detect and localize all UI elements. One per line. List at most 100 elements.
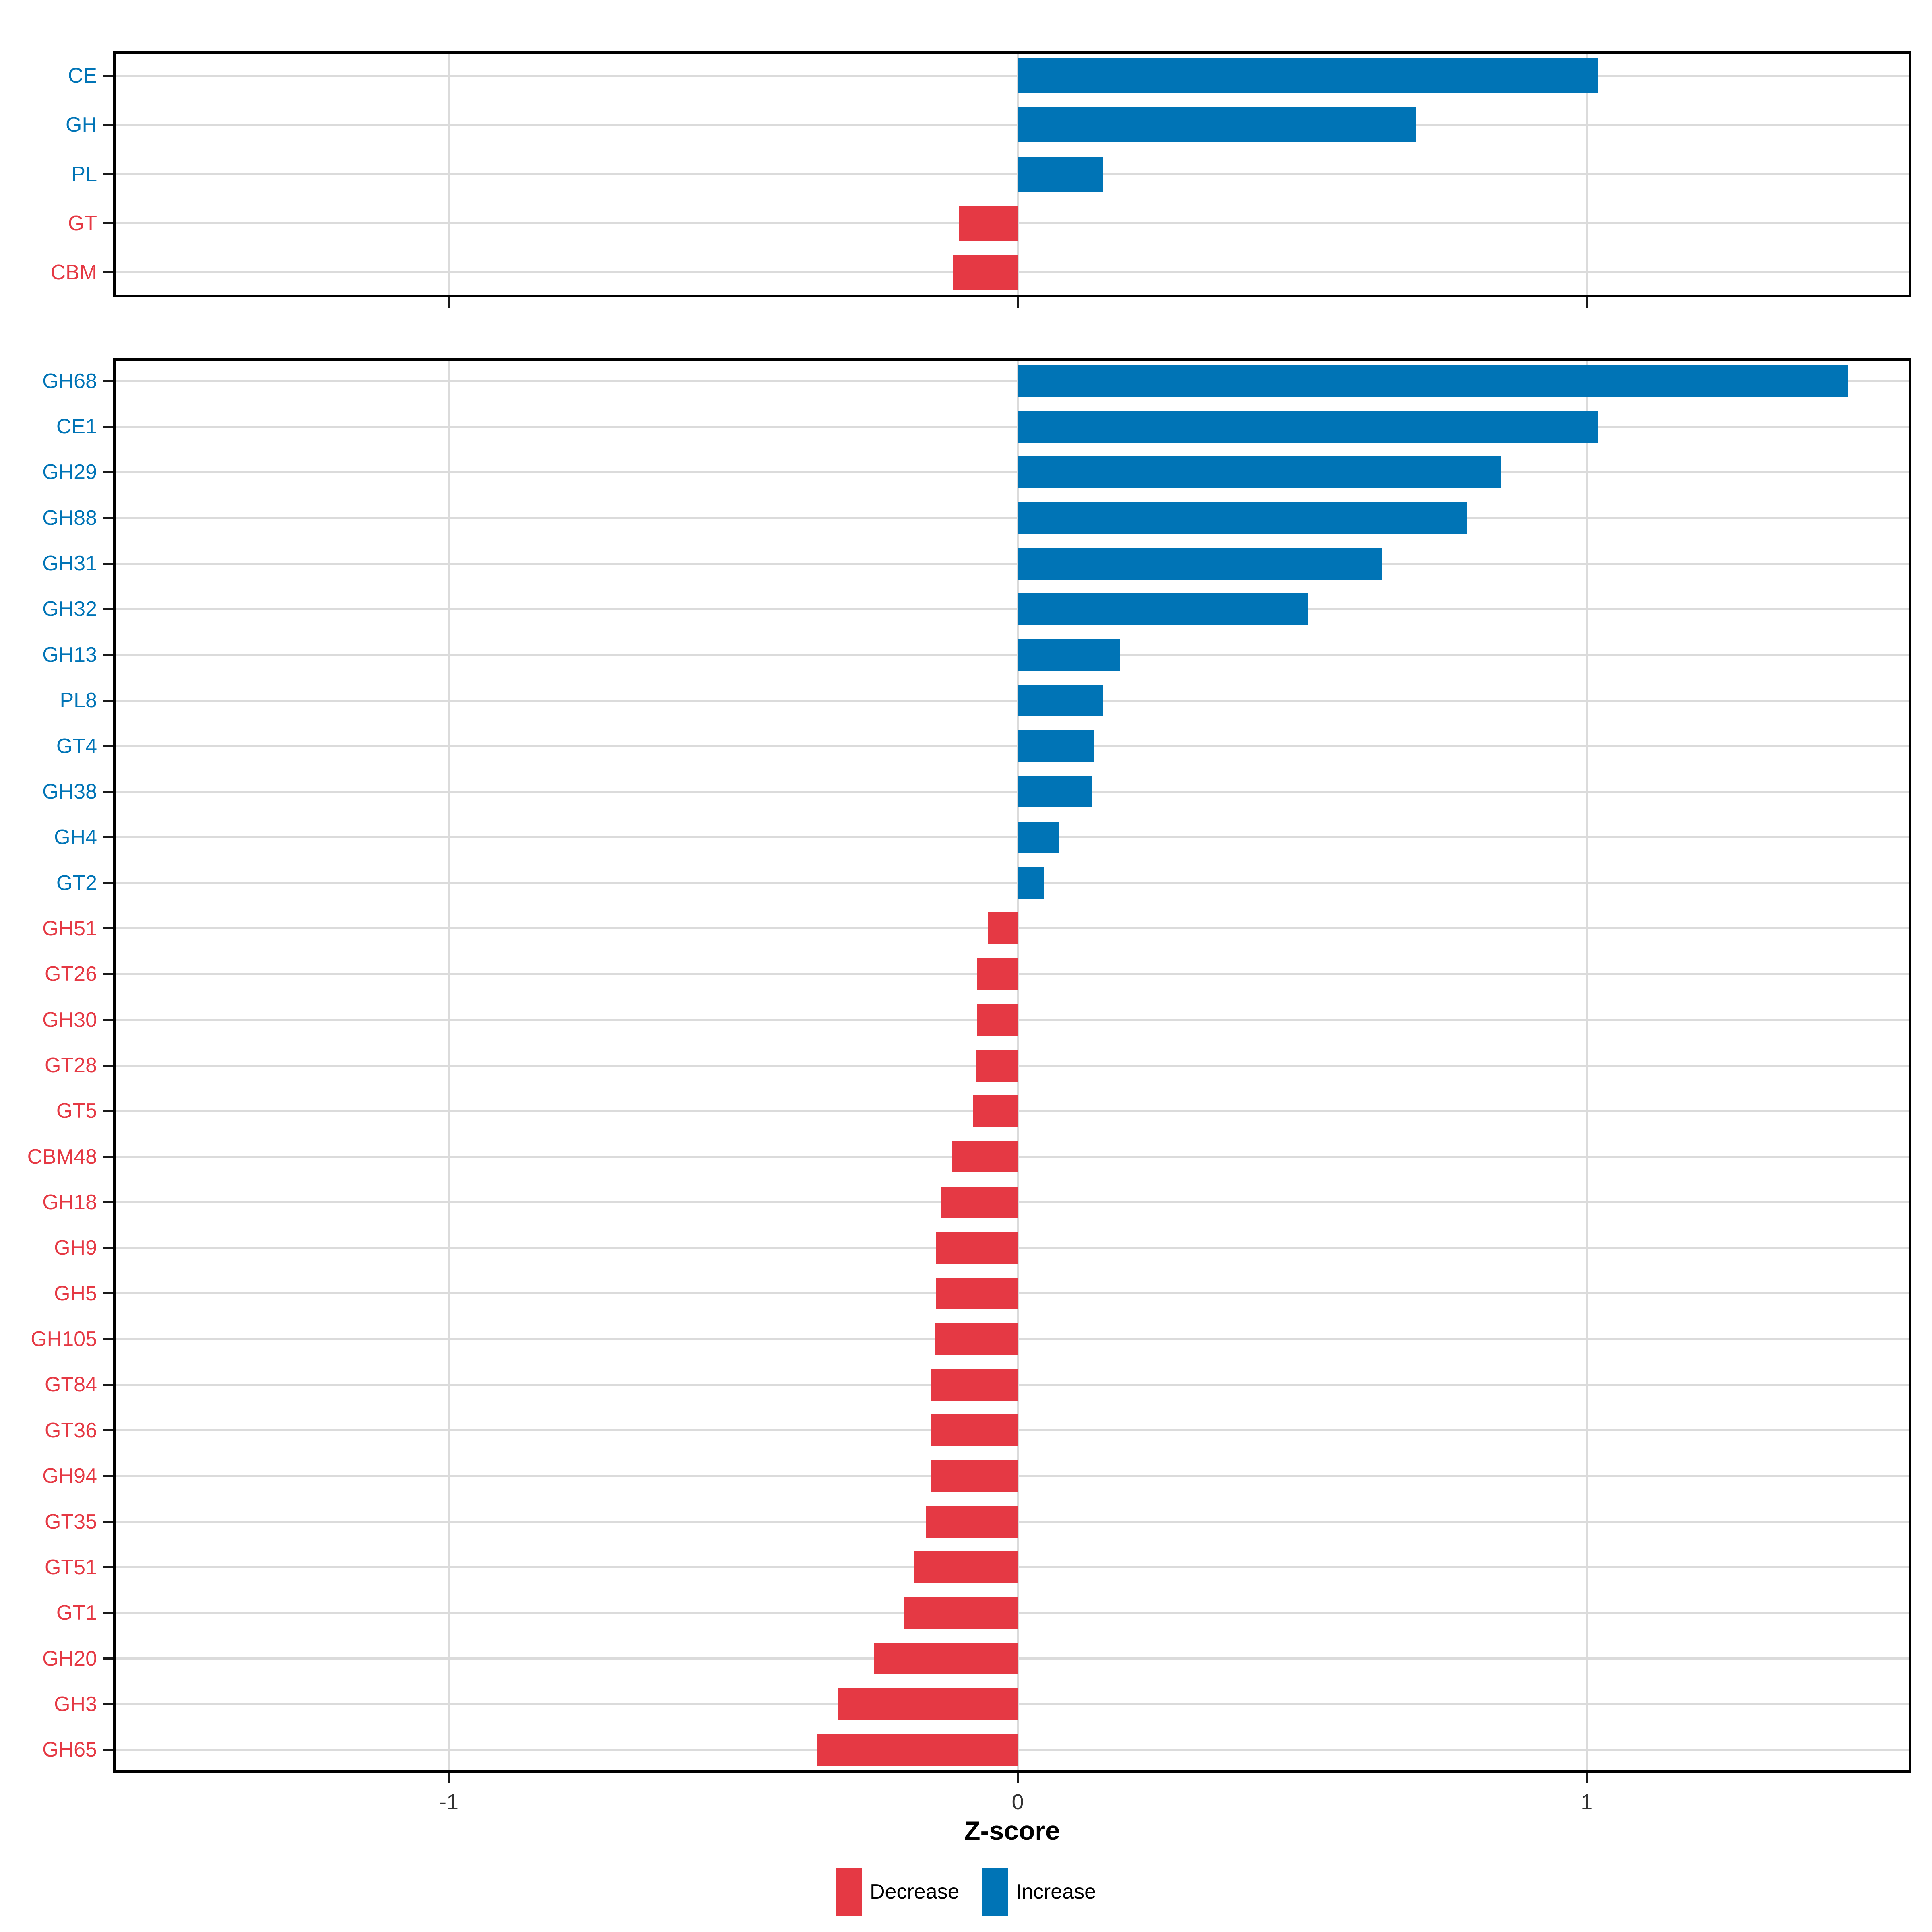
- legend-item-increase: Increase: [982, 1868, 1096, 1916]
- y-tick-label-gt4: GT4: [56, 734, 97, 758]
- y-tick-mark: [103, 1703, 113, 1705]
- y-gridline: [116, 380, 1909, 382]
- y-tick-mark: [103, 654, 113, 656]
- y-gridline: [116, 74, 1909, 77]
- y-tick-label-gh9: GH9: [54, 1236, 97, 1260]
- y-tick-label-gt5: GT5: [56, 1099, 97, 1123]
- y-tick-mark: [103, 1338, 113, 1340]
- bar-gh68: [1018, 365, 1849, 397]
- bar-gh18: [941, 1186, 1018, 1218]
- legend-label-increase: Increase: [1016, 1880, 1096, 1903]
- x-tick-label: 1: [1581, 1790, 1593, 1814]
- y-tick-mark: [103, 1566, 113, 1569]
- bar-gh: [1018, 107, 1416, 142]
- x-tick-label: -1: [439, 1790, 459, 1814]
- y-tick-mark: [103, 517, 113, 519]
- x-tick-mark: [1585, 297, 1588, 308]
- y-tick-mark: [103, 699, 113, 702]
- y-tick-mark: [103, 1612, 113, 1614]
- x-tick-mark: [1017, 297, 1019, 308]
- bar-ce: [1018, 58, 1598, 93]
- y-tick-mark: [103, 1657, 113, 1660]
- y-tick-label-gh31: GH31: [42, 552, 97, 576]
- y-tick-mark: [103, 836, 113, 838]
- bar-gh5: [936, 1278, 1018, 1310]
- y-tick-label-gh20: GH20: [42, 1647, 97, 1670]
- x-tick-mark: [448, 1773, 450, 1783]
- y-tick-mark: [103, 973, 113, 975]
- y-tick-label-cbm: CBM: [50, 260, 97, 284]
- y-gridline: [116, 517, 1909, 519]
- y-gridline: [116, 425, 1909, 428]
- y-tick-mark: [103, 1156, 113, 1158]
- y-tick-mark: [103, 380, 113, 382]
- y-tick-mark: [103, 1383, 113, 1386]
- y-tick-label-gt35: GT35: [44, 1510, 97, 1534]
- y-gridline: [116, 882, 1909, 884]
- bar-gh105: [935, 1323, 1018, 1355]
- bar-gt26: [976, 958, 1018, 990]
- y-gridline: [116, 608, 1909, 610]
- y-gridline: [116, 173, 1909, 175]
- y-tick-label-gh32: GH32: [42, 597, 97, 621]
- bar-gt2: [1018, 867, 1045, 899]
- x-tick-mark: [1585, 1773, 1588, 1783]
- y-tick-mark: [103, 1521, 113, 1523]
- y-tick-label-gt2: GT2: [56, 871, 97, 895]
- y-gridline: [116, 791, 1909, 793]
- y-tick-label-gh38: GH38: [42, 780, 97, 803]
- y-tick-mark: [103, 173, 113, 175]
- y-tick-mark: [103, 1292, 113, 1295]
- y-tick-mark: [103, 1110, 113, 1112]
- y-tick-mark: [103, 745, 113, 747]
- y-tick-label-gh4: GH4: [54, 826, 97, 849]
- y-tick-label-gh68: GH68: [42, 369, 97, 393]
- y-gridline: [116, 562, 1909, 565]
- y-tick-label-pl8: PL8: [60, 689, 97, 712]
- x-tick-mark: [448, 297, 450, 308]
- y-tick-label-gh: GH: [66, 113, 97, 137]
- y-tick-mark: [103, 1429, 113, 1432]
- y-tick-label-gt26: GT26: [44, 962, 97, 986]
- y-tick-mark: [103, 791, 113, 793]
- bar-gh65: [817, 1734, 1018, 1766]
- bar-gh88: [1018, 502, 1468, 534]
- bar-gh51: [988, 912, 1018, 945]
- y-tick-mark: [103, 1064, 113, 1067]
- bar-gh3: [837, 1688, 1018, 1720]
- y-tick-mark: [103, 927, 113, 930]
- y-gridline: [116, 654, 1909, 656]
- bar-gh4: [1018, 821, 1059, 853]
- bar-gt: [959, 206, 1018, 241]
- y-tick-label-ce1: CE1: [56, 415, 97, 439]
- y-gridline: [116, 836, 1909, 838]
- y-tick-mark: [103, 1748, 113, 1751]
- y-tick-label-gt1: GT1: [56, 1601, 97, 1625]
- bar-cbm: [953, 255, 1018, 290]
- bar-pl: [1018, 157, 1103, 192]
- bar-ce1: [1018, 411, 1598, 443]
- bar-gt35: [926, 1506, 1018, 1538]
- legend-swatch-increase-icon: [982, 1868, 1008, 1916]
- y-tick-label-gh105: GH105: [31, 1327, 97, 1351]
- panel-top-summary: [113, 51, 1911, 297]
- x-tick-mark: [1017, 1773, 1019, 1783]
- y-tick-label-gh5: GH5: [54, 1282, 97, 1305]
- y-tick-label-gt: GT: [68, 211, 97, 235]
- y-tick-label-gh88: GH88: [42, 506, 97, 530]
- bar-gt28: [976, 1049, 1018, 1082]
- bar-gh32: [1018, 593, 1308, 625]
- y-tick-mark: [103, 471, 113, 473]
- y-tick-mark: [103, 74, 113, 77]
- bar-gh38: [1018, 776, 1092, 808]
- bar-gh20: [874, 1643, 1018, 1675]
- y-tick-mark: [103, 1475, 113, 1477]
- bar-gh30: [976, 1004, 1018, 1036]
- y-tick-mark: [103, 222, 113, 225]
- y-tick-label-gh29: GH29: [42, 460, 97, 484]
- y-tick-mark: [103, 1019, 113, 1021]
- y-gridline: [116, 124, 1909, 126]
- y-tick-mark: [103, 425, 113, 428]
- bar-gt5: [972, 1095, 1018, 1127]
- y-tick-label-pl: PL: [71, 162, 97, 186]
